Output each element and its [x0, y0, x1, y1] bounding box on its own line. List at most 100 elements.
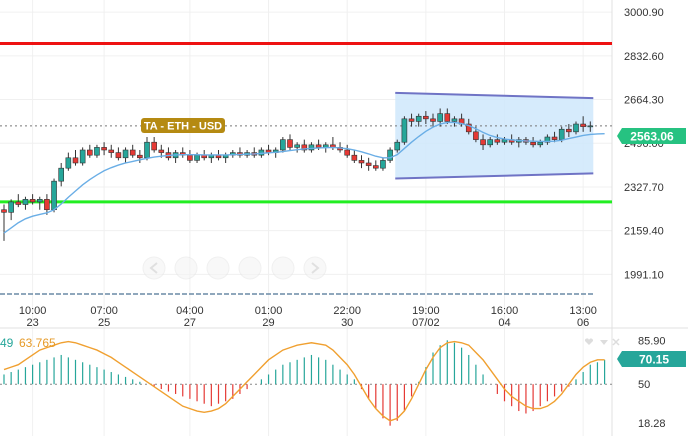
- candle-body: [344, 149, 351, 156]
- candle-body: [158, 149, 165, 153]
- candle-body: [15, 201, 22, 205]
- candle-body: [72, 157, 79, 164]
- candle-body: [465, 123, 472, 133]
- candle-body: [430, 118, 436, 122]
- candle-body: [530, 141, 536, 146]
- time-tick-label: 16:00: [491, 305, 519, 317]
- time-tick-label: 01:00: [255, 305, 283, 317]
- candle-body: [451, 118, 458, 122]
- candle-body: [287, 139, 293, 148]
- candle-body: [580, 123, 586, 127]
- time-tick-label: 04:00: [176, 305, 204, 317]
- candle-body: [558, 128, 565, 140]
- symbol-title: TA - ETH - USD: [144, 121, 222, 133]
- date-tick-label: 04: [498, 317, 510, 329]
- candle-body: [423, 115, 429, 120]
- scroll-left-icon[interactable]: [142, 256, 166, 280]
- indicator-tick-label: 85.90: [638, 335, 666, 347]
- time-tick-label: 13:00: [569, 305, 597, 317]
- candle-body: [437, 113, 443, 122]
- candle-body: [473, 131, 479, 140]
- candle-body: [501, 139, 508, 143]
- candle-body: [187, 154, 193, 161]
- fit-icon[interactable]: [271, 256, 295, 280]
- price-tick-label: 1991.10: [624, 269, 664, 281]
- candle-body: [365, 162, 372, 166]
- candle-body: [480, 139, 486, 146]
- date-tick-label: 06: [577, 317, 589, 329]
- candle-body: [372, 165, 379, 169]
- date-tick-label: 25: [98, 317, 110, 329]
- date-tick-label: 23: [26, 317, 38, 329]
- candle-body: [358, 160, 365, 164]
- candle-body: [151, 141, 157, 151]
- candle-body: [65, 157, 72, 169]
- candle-body: [280, 139, 286, 151]
- indicator-tick-label: 18.28: [638, 418, 666, 430]
- candle-body: [194, 154, 200, 161]
- zoom-reset-icon[interactable]: [206, 256, 230, 280]
- candle-body: [44, 199, 50, 211]
- current-price-label: 2563.06: [630, 130, 674, 144]
- price-tick-label: 2327.70: [624, 182, 664, 194]
- candle-body: [544, 136, 551, 143]
- time-tick-label: 22:00: [333, 305, 361, 317]
- scroll-right-icon[interactable]: [303, 256, 327, 280]
- candle-body: [79, 149, 86, 164]
- close-icon[interactable]: [612, 338, 620, 346]
- candle-body: [144, 141, 150, 159]
- candle-body: [487, 139, 494, 146]
- date-tick-label: 30: [341, 317, 353, 329]
- zoom-in-icon[interactable]: [238, 256, 262, 280]
- candle-body: [101, 147, 107, 151]
- candle-body: [537, 141, 544, 146]
- candle-body: [444, 113, 451, 122]
- time-tick-label: 07:00: [90, 305, 118, 317]
- indicator-value-label: 63.765: [19, 336, 56, 350]
- candle-body: [587, 125, 594, 128]
- candle-body: [387, 149, 393, 161]
- candle-body: [87, 149, 93, 156]
- candle-body: [415, 115, 422, 122]
- candle-body: [36, 199, 43, 203]
- date-tick-label: 29: [262, 317, 274, 329]
- symbol-badge: TA - ETH - USD: [141, 118, 225, 133]
- indicator-controls[interactable]: [584, 338, 620, 346]
- zoom-out-icon[interactable]: [174, 256, 198, 280]
- drawing-toolbar[interactable]: [142, 256, 327, 280]
- indicator-tick-label: 50: [638, 379, 650, 391]
- price-tick-label: 2832.60: [624, 51, 664, 63]
- candle-body: [494, 139, 501, 143]
- date-tick-label: 07/02: [412, 317, 440, 329]
- date-tick-label: 27: [184, 317, 196, 329]
- settings-icon[interactable]: [600, 340, 608, 345]
- indicator-partial-label: 49: [0, 336, 14, 350]
- candle-body: [573, 123, 579, 133]
- candle-body: [115, 152, 122, 159]
- candle-body: [29, 199, 36, 203]
- candle-body: [294, 144, 300, 148]
- indicator-current-tag: 70.15: [617, 351, 686, 367]
- candle-body: [94, 147, 100, 156]
- heart-icon[interactable]: [584, 338, 594, 345]
- time-tick-label: 19:00: [412, 305, 440, 317]
- candle-body: [8, 201, 14, 213]
- trend-channel-lower[interactable]: [395, 172, 594, 180]
- candle-body: [408, 118, 415, 122]
- trend-channel-upper[interactable]: [395, 91, 594, 100]
- candle-body: [137, 154, 143, 159]
- candle-body: [22, 199, 29, 205]
- candle-body: [58, 167, 65, 182]
- price-tick-label: 2664.30: [624, 95, 664, 107]
- price-tick-label: 2159.40: [624, 226, 664, 238]
- candle-body: [122, 149, 129, 159]
- candle-body: [129, 149, 136, 156]
- price-tick-label: 3000.90: [624, 7, 664, 19]
- candle-body: [1, 209, 7, 213]
- candle-body: [401, 118, 408, 143]
- candle-body: [51, 180, 57, 211]
- indicator-line: [3, 340, 605, 422]
- candle-body: [315, 144, 322, 148]
